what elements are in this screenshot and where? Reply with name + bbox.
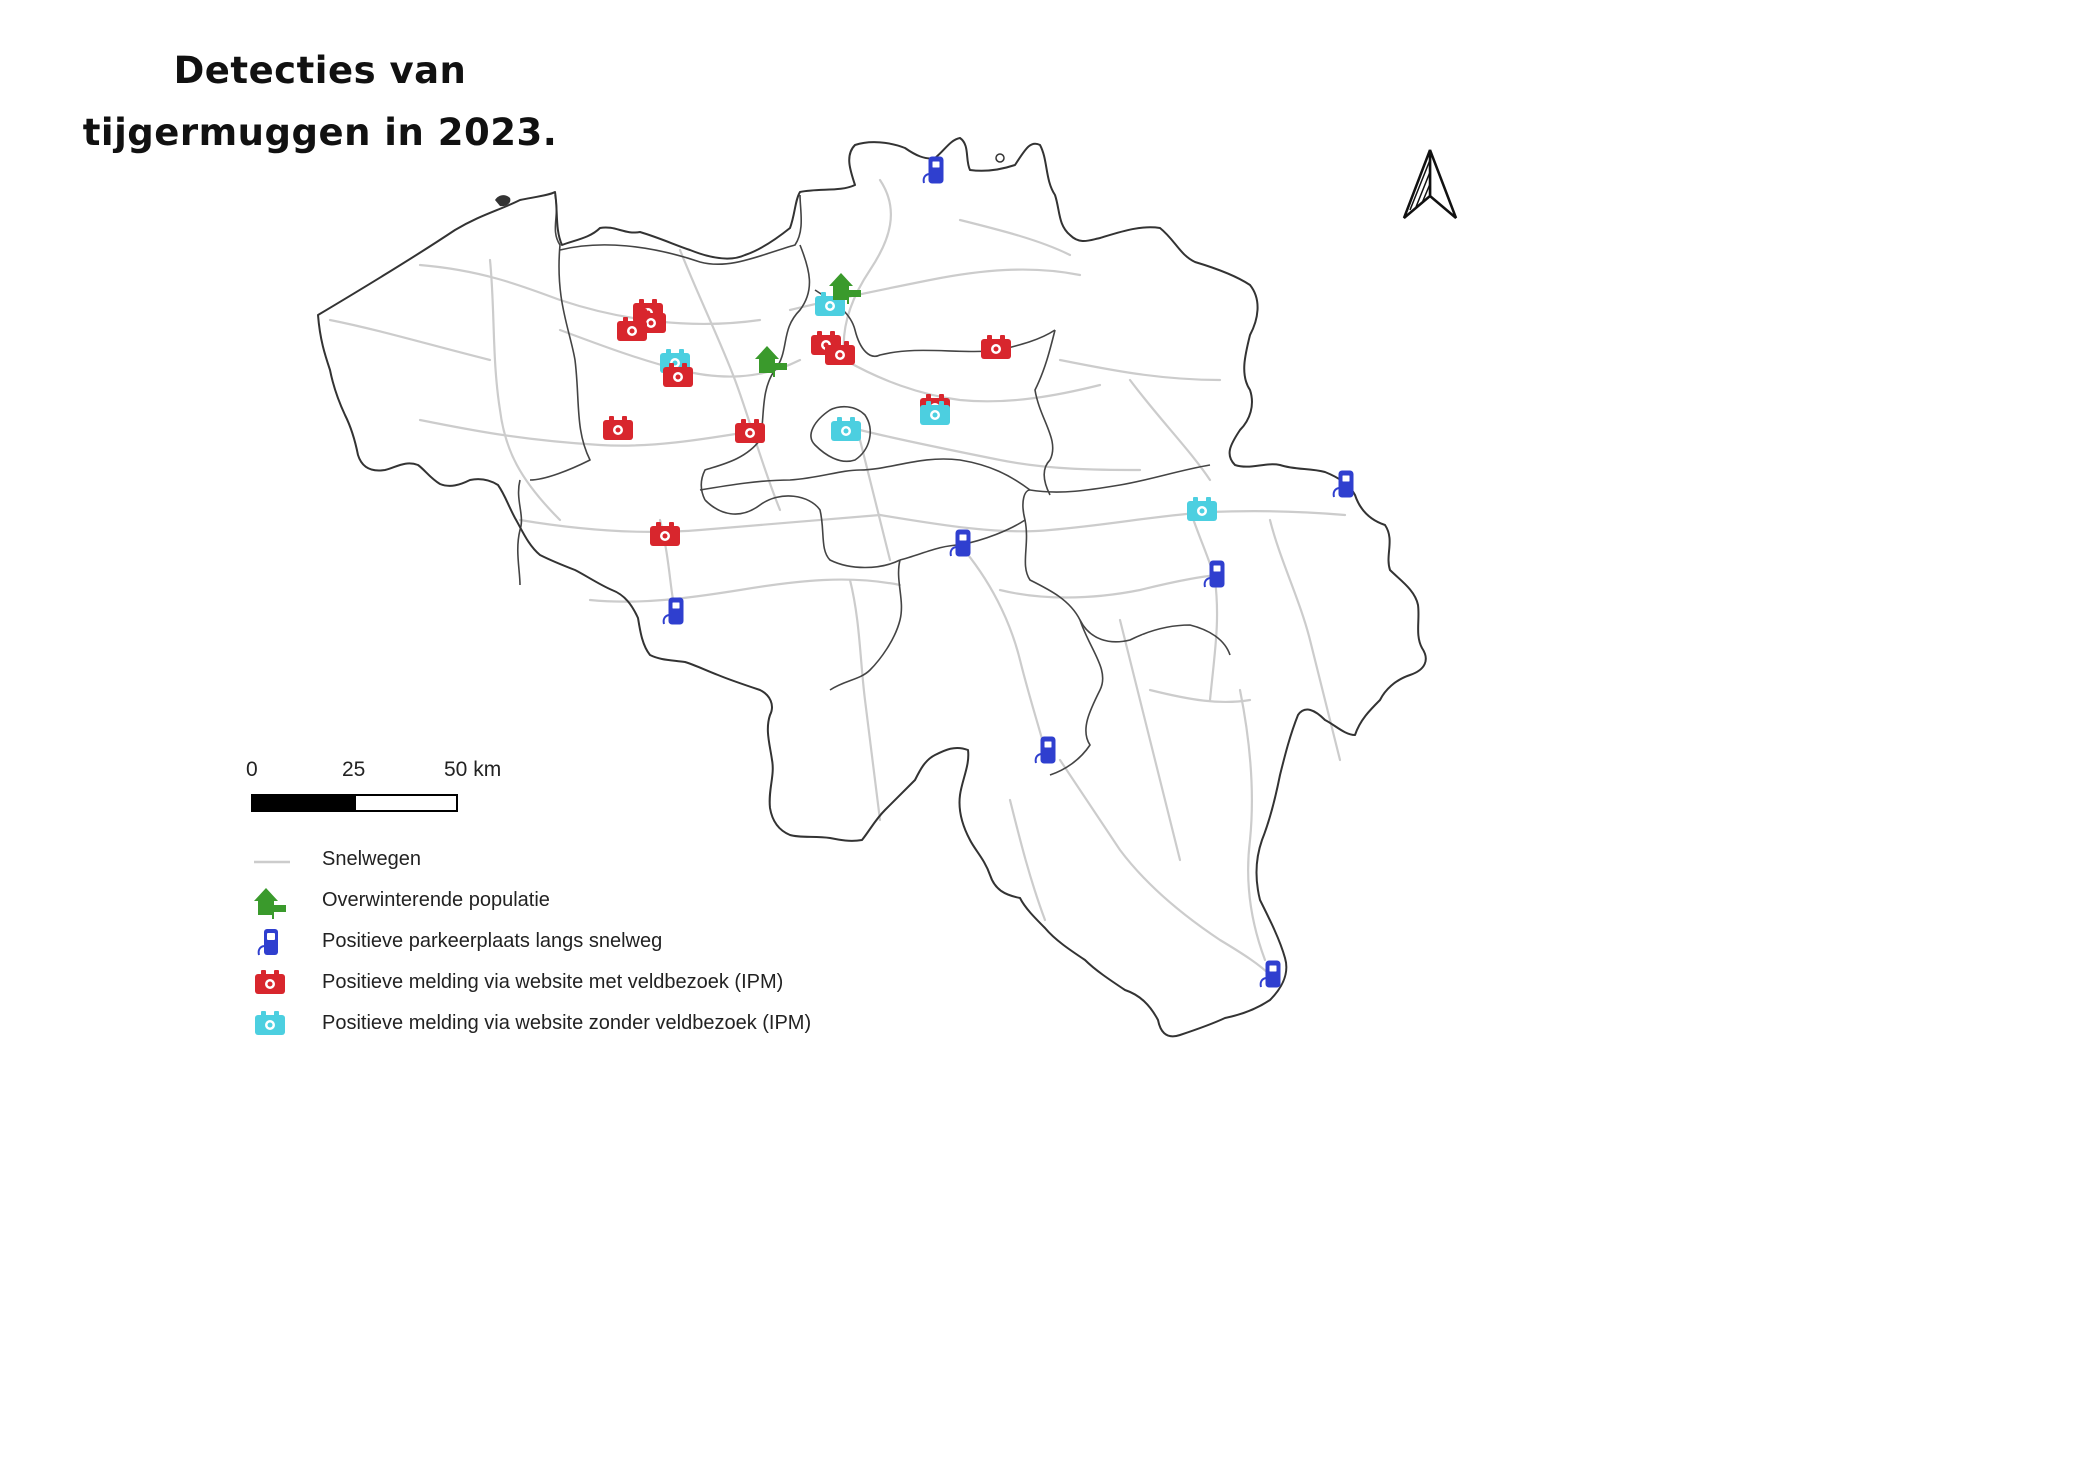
province-boundary [1034, 329, 1056, 496]
camera-cyan-icon [831, 417, 861, 441]
fuel-pump-icon [1259, 960, 1281, 988]
highway-segment [1268, 518, 1342, 762]
legend-label: Overwinterende populatie [322, 889, 550, 911]
province-boundary [529, 194, 591, 481]
scale-label-0: 0 [246, 758, 258, 781]
camera-red-icon [603, 416, 633, 440]
house-flag-icon [755, 346, 787, 377]
highway-segment [1118, 618, 1182, 862]
country-outline [317, 137, 1427, 1038]
highway-segment [958, 543, 1047, 752]
highway-segment [878, 510, 1347, 533]
map-title: Detecties van tijgermuggen in 2023. [80, 40, 560, 164]
fuel-pump-icon [949, 529, 971, 557]
highway-segment [858, 438, 892, 562]
province-boundary [704, 495, 901, 569]
province-boundary [829, 559, 903, 691]
province-boundary [1029, 464, 1211, 493]
fuel-pump-icon [257, 929, 278, 956]
highway-segment [848, 578, 882, 822]
highway-segment [1238, 688, 1267, 962]
legend-label: Snelwegen [322, 848, 421, 870]
legend-item-highways: Snelwegen [240, 840, 880, 880]
highway-segment [858, 428, 1142, 472]
fuel-pump-icon [662, 597, 684, 625]
island-dot [995, 153, 1005, 163]
highway-segment [1188, 508, 1219, 702]
highway-segment [1128, 378, 1212, 482]
province-boundary [810, 405, 871, 463]
north-arrow-icon [1402, 149, 1458, 219]
highway-segment [842, 178, 892, 362]
title-line-2: tijgermuggen in 2023. [82, 111, 558, 154]
legend-label: Positieve melding via website zonder vel… [322, 1012, 812, 1034]
legend-item-with-visit: Positieve melding via website met veldbe… [240, 963, 880, 1003]
scale-bar [251, 794, 458, 812]
camera-red-icon [650, 522, 680, 546]
highway-segment [843, 358, 1102, 403]
province-boundary [899, 489, 1031, 561]
province-boundary [559, 194, 803, 266]
highway-segment [998, 573, 1222, 599]
title-line-1: Detecties van [173, 49, 467, 92]
legend-item-overwintering: Overwinterende populatie [240, 881, 880, 921]
province-boundary [699, 458, 1031, 491]
highway-segment [1058, 758, 1272, 977]
fuel-pump-icon [922, 156, 944, 184]
province-boundary [814, 289, 1056, 357]
province-boundary [517, 479, 523, 586]
highway-segment [678, 248, 782, 512]
highway-segment [1058, 358, 1222, 382]
scale-label-25: 25 [342, 758, 366, 781]
highway-segment [418, 418, 762, 447]
highway-line-icon [254, 860, 290, 864]
house-flag-icon [254, 888, 286, 919]
camera-red-icon [255, 970, 285, 994]
camera-cyan-icon [255, 1011, 285, 1035]
camera-red-icon [981, 335, 1011, 359]
province-boundary [1049, 619, 1104, 776]
legend-item-without-visit: Positieve melding via website zonder vel… [240, 1004, 880, 1044]
house-flag-icon [829, 273, 861, 304]
province-boundary [1024, 519, 1231, 656]
highway-segment [1008, 798, 1047, 922]
province-boundaries [517, 194, 1231, 776]
highway-segment [418, 263, 762, 326]
highway-segment [1148, 688, 1252, 704]
highway-segment [488, 258, 562, 522]
legend-label: Positieve melding via website met veldbe… [322, 971, 784, 993]
coastal-detail [495, 195, 511, 207]
highways [328, 178, 1347, 977]
highway-segment [328, 318, 492, 362]
map-canvas [251, 137, 1458, 1038]
highway-segment [588, 578, 902, 603]
legend-label: Positieve parkeerplaats langs snelweg [322, 930, 663, 952]
highway-segment [518, 513, 882, 534]
camera-cyan-icon [1187, 497, 1217, 521]
scale-label-50km: 50 km [444, 758, 502, 781]
fuel-pump-icon [1203, 560, 1225, 588]
province-boundary [700, 244, 811, 501]
legend-item-parking: Positieve parkeerplaats langs snelweg [240, 922, 880, 962]
fuel-pump-icon [1332, 470, 1354, 498]
fuel-pump-icon [1034, 736, 1056, 764]
highway-segment [958, 218, 1072, 257]
